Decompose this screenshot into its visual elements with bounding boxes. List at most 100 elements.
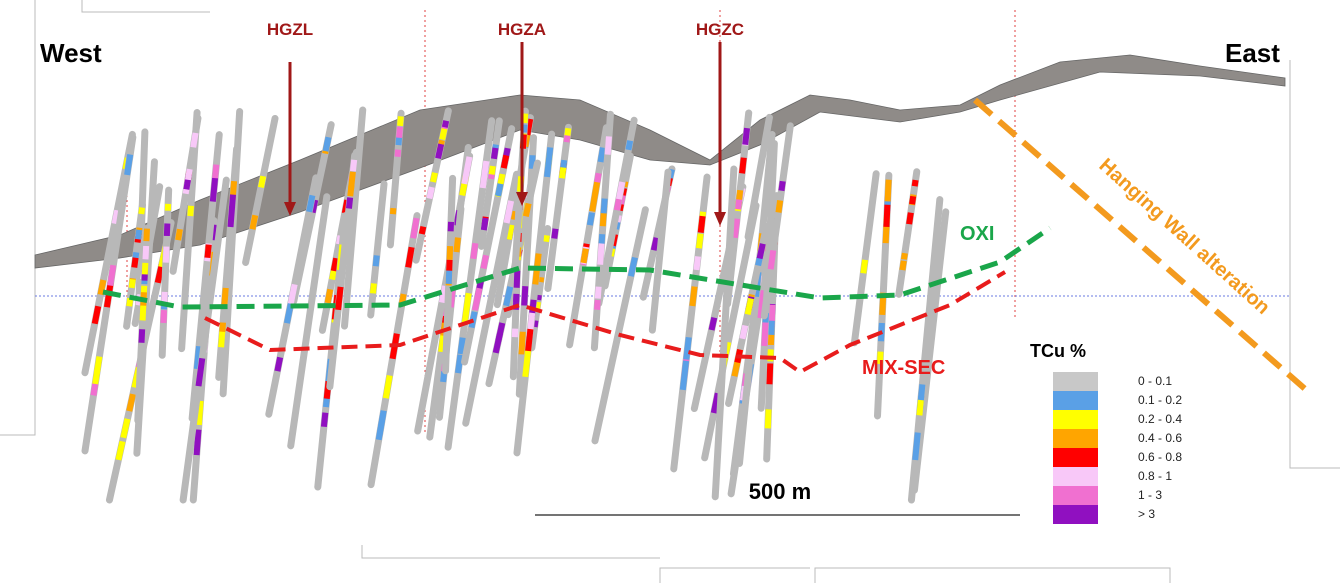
- assay-segment: [608, 136, 609, 154]
- assay-segment: [554, 229, 555, 239]
- legend-swatch: [1053, 372, 1098, 391]
- assay-segment: [712, 318, 715, 330]
- assay-segment: [484, 218, 486, 230]
- drill-hole: [162, 190, 168, 355]
- assay-segment: [456, 238, 457, 252]
- assay-segment: [764, 322, 765, 345]
- assay-segment: [547, 147, 550, 177]
- assay-segment: [692, 287, 694, 306]
- drill-hole: [371, 184, 384, 315]
- assay-segment: [350, 185, 351, 196]
- zone-label: HGZL: [267, 20, 313, 39]
- assay-segment: [526, 204, 529, 217]
- assay-segment: [230, 207, 232, 227]
- assay-segment: [328, 289, 331, 303]
- assay-segment: [123, 419, 127, 438]
- assay-segment: [528, 329, 530, 351]
- assay-segment: [461, 338, 463, 354]
- assay-segment: [909, 213, 911, 224]
- assay-segment: [399, 127, 400, 138]
- legend-label: 0.4 - 0.6: [1138, 431, 1182, 445]
- oxi-label: OXI: [960, 223, 994, 245]
- assay-segment: [771, 321, 772, 335]
- assay-segment: [118, 441, 122, 460]
- legend: 0 - 0.10.1 - 0.20.2 - 0.40.4 - 0.60.6 - …: [1053, 372, 1182, 524]
- west-label: West: [40, 38, 102, 68]
- hanging-wall-label: Hanging Wall alteration: [1095, 154, 1274, 319]
- assay-segment: [592, 190, 596, 211]
- assay-segment: [888, 180, 889, 202]
- assay-segment: [583, 249, 585, 263]
- assay-segment: [541, 277, 542, 282]
- assay-segment: [563, 160, 564, 167]
- assay-segment: [631, 257, 635, 276]
- assay-segment: [386, 375, 390, 398]
- assay-segment: [129, 394, 133, 411]
- assay-segment: [760, 244, 763, 259]
- assay-segment: [532, 155, 533, 169]
- assay-segment: [483, 255, 486, 268]
- assay-segment: [232, 195, 233, 208]
- assay-segment: [422, 227, 424, 234]
- assay-segment: [398, 137, 399, 145]
- assay-segment: [769, 363, 770, 384]
- scale-label: 500 m: [749, 479, 811, 504]
- assay-segment: [567, 135, 568, 142]
- assay-segment: [207, 245, 208, 258]
- assay-segment: [433, 173, 435, 182]
- legend-swatch: [1053, 391, 1098, 410]
- assay-segment: [142, 329, 143, 343]
- zone-label: HGZC: [696, 20, 744, 39]
- legend-swatch: [1053, 448, 1098, 467]
- assay-segment: [438, 144, 441, 158]
- assay-segment: [601, 234, 602, 245]
- assay-segment: [132, 279, 133, 287]
- assay-segment: [768, 409, 769, 428]
- assay-segment: [408, 247, 411, 267]
- assay-segment: [701, 216, 703, 232]
- assay-segment: [199, 358, 203, 386]
- assay-segment: [506, 287, 510, 306]
- assay-segment: [146, 229, 147, 242]
- assay-segment: [912, 196, 913, 204]
- assay-segment: [95, 368, 97, 384]
- assay-segment: [745, 128, 747, 145]
- assay-segment: [166, 247, 167, 263]
- assay-segment: [158, 265, 162, 283]
- legend-label: > 3: [1138, 507, 1155, 521]
- assay-segment: [494, 148, 496, 159]
- assay-segment: [886, 225, 887, 243]
- assay-segment: [222, 323, 223, 332]
- assay-segment: [781, 181, 782, 190]
- assay-segment: [445, 121, 446, 127]
- assay-segment: [376, 255, 377, 266]
- assay-segment: [902, 261, 903, 270]
- legend-label: 0 - 0.1: [1138, 374, 1172, 388]
- assay-segment: [127, 154, 130, 174]
- assay-segment: [110, 265, 113, 285]
- assay-segment: [915, 433, 918, 460]
- assay-segment: [619, 182, 622, 199]
- assay-segment: [915, 180, 916, 186]
- assay-segment: [517, 271, 518, 288]
- assay-segment: [736, 219, 737, 228]
- assay-segment: [538, 295, 539, 300]
- assay-segment: [145, 263, 146, 275]
- assay-segment: [324, 413, 325, 427]
- assay-segment: [601, 148, 603, 162]
- assay-segment: [146, 246, 147, 259]
- assay-segment: [522, 332, 523, 355]
- assay-segment: [686, 337, 689, 359]
- assay-segment: [277, 357, 280, 371]
- assay-segment: [600, 244, 601, 265]
- assay-segment: [380, 411, 384, 435]
- assay-segment: [197, 430, 199, 455]
- assay-segment: [904, 253, 905, 259]
- assay-segment: [512, 211, 513, 219]
- assay-segment: [597, 300, 598, 310]
- assay-segment: [771, 250, 774, 269]
- assay-segment: [287, 304, 291, 323]
- assay-segment: [261, 176, 263, 187]
- mix-sec-label: MIX-SEC: [862, 357, 945, 379]
- assay-segment: [919, 400, 920, 415]
